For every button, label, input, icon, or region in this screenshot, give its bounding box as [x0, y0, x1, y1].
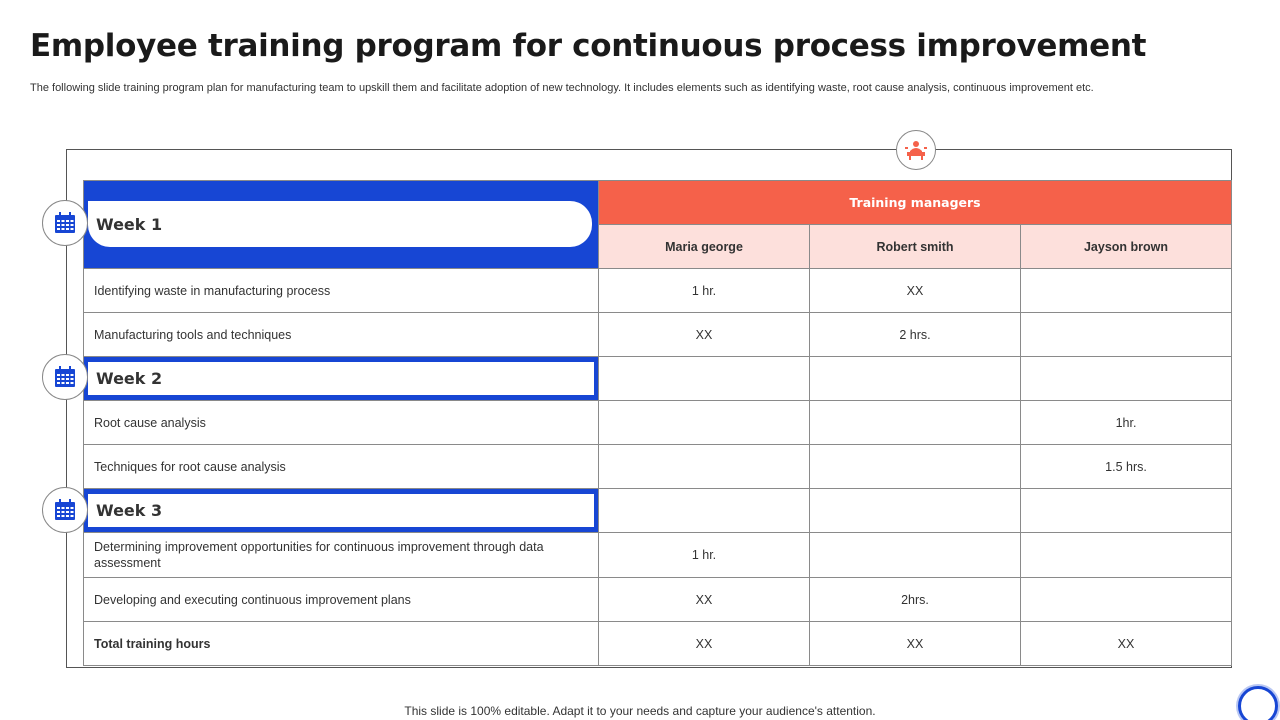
hours-cell: 1.5 hrs.: [1019, 444, 1233, 489]
calendar-icon: [42, 200, 88, 246]
table-row: Manufacturing tools and techniques XX 2 …: [83, 312, 1233, 357]
table-row: Root cause analysis 1hr.: [83, 400, 1233, 445]
training-managers-header: Training managers: [597, 180, 1233, 225]
empty-cell: [598, 356, 810, 401]
week-3-label: Week 3: [88, 494, 594, 527]
calendar-icon: [42, 354, 88, 400]
hours-cell: [598, 444, 810, 489]
task-label: Root cause analysis: [83, 400, 599, 445]
page-subtitle: The following slide training program pla…: [30, 82, 1094, 94]
calendar-icon: [42, 487, 88, 533]
hours-cell: 2 hrs.: [809, 312, 1021, 357]
total-cell: XX: [598, 621, 810, 666]
presenter-icon: [896, 130, 936, 170]
total-cell: XX: [1019, 621, 1233, 666]
task-label: Techniques for root cause analysis: [83, 444, 599, 489]
hours-cell: [1019, 268, 1233, 313]
total-row: Total training hours XX XX XX: [83, 621, 1233, 666]
hours-cell: 1 hr.: [598, 268, 810, 313]
task-label: Identifying waste in manufacturing proce…: [83, 268, 599, 313]
empty-cell: [809, 356, 1021, 401]
table-row: Identifying waste in manufacturing proce…: [83, 268, 1233, 313]
empty-cell: [1019, 488, 1233, 533]
hours-cell: XX: [598, 577, 810, 622]
hours-cell: 1 hr.: [598, 532, 810, 578]
hours-cell: XX: [598, 312, 810, 357]
task-label: Developing and executing continuous impr…: [83, 577, 599, 622]
empty-cell: [809, 488, 1021, 533]
hours-cell: [809, 532, 1021, 578]
empty-cell: [598, 488, 810, 533]
table-row: Developing and executing continuous impr…: [83, 577, 1233, 622]
page-title: Employee training program for continuous…: [30, 28, 1147, 64]
manager-name: Robert smith: [809, 224, 1021, 269]
week-cell: Week 3: [83, 488, 599, 533]
circle-badge-icon: [1238, 686, 1278, 720]
week-2-label: Week 2: [88, 362, 594, 395]
hours-cell: 1hr.: [1019, 400, 1233, 445]
hours-cell: [1019, 532, 1233, 578]
hours-cell: 2hrs.: [809, 577, 1021, 622]
table-row: Determining improvement opportunities fo…: [83, 532, 1233, 578]
hours-cell: [809, 400, 1021, 445]
week-1-label: Week 1: [88, 201, 592, 247]
hours-cell: [1019, 312, 1233, 357]
empty-cell: [1019, 356, 1233, 401]
week-header-cell: Week 1: [83, 180, 599, 269]
week-row: Week 3: [83, 488, 1233, 533]
hours-cell: [598, 400, 810, 445]
total-label: Total training hours: [83, 621, 599, 666]
week-row: Week 2: [83, 356, 1233, 401]
week-cell: Week 2: [83, 356, 599, 401]
hours-cell: [1019, 577, 1233, 622]
hours-cell: XX: [809, 268, 1021, 313]
task-label: Manufacturing tools and techniques: [83, 312, 599, 357]
hours-cell: [809, 444, 1021, 489]
training-table: Week 1 Training managers Maria george Ro…: [83, 180, 1233, 666]
total-cell: XX: [809, 621, 1021, 666]
manager-name: Maria george: [598, 224, 810, 269]
footer-note: This slide is 100% editable. Adapt it to…: [404, 704, 876, 718]
table-row: Techniques for root cause analysis 1.5 h…: [83, 444, 1233, 489]
manager-name: Jayson brown: [1019, 224, 1233, 269]
task-label: Determining improvement opportunities fo…: [83, 532, 599, 578]
